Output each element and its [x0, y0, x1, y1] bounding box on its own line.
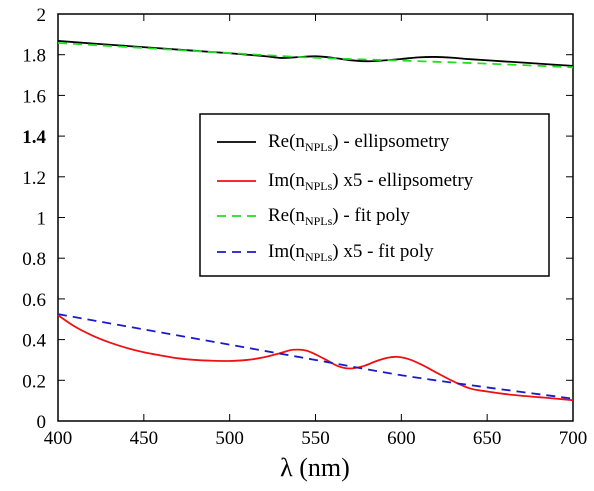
- x-tick-label: 700: [559, 428, 588, 449]
- axis-ticks: 400 450 500 550 600 650 700 0 0.2 0.4 0.6 0.8 1 1.2 1.…: [22, 5, 587, 449]
- legend-label: Re(nNPLs) - fit poly: [268, 205, 410, 228]
- y-tick-label: 1.2: [22, 168, 46, 189]
- x-axis-label: λ (nm): [280, 453, 350, 482]
- x-tick-label: 650: [473, 428, 502, 449]
- y-tick-label: 0.4: [22, 331, 46, 352]
- y-tick-label: 2: [37, 5, 47, 26]
- y-tick-label: 0: [37, 412, 47, 433]
- series-im-fit-poly: [57, 313, 574, 400]
- x-tick-label: 400: [44, 428, 73, 449]
- x-tick-label: 550: [301, 428, 330, 449]
- legend-label: Im(nNPLs) x5 - fit poly: [268, 241, 434, 264]
- y-tick-label: 1.4: [22, 127, 46, 148]
- x-tick-label: 600: [387, 428, 416, 449]
- legend: Re(nNPLs) - ellipsometry Im(nNPLs) x5 - e…: [199, 113, 550, 277]
- x-tick-label: 450: [130, 428, 159, 449]
- y-tick-label: 0.6: [22, 290, 46, 311]
- legend-label: Im(nNPLs) x5 - ellipsometry: [268, 170, 474, 193]
- y-tick-label: 1: [37, 209, 47, 230]
- x-tick-label: 500: [215, 428, 244, 449]
- series-re-fit-poly: [57, 41, 574, 69]
- legend-label: Re(nNPLs) - ellipsometry: [268, 131, 450, 154]
- legend-box: [199, 113, 550, 277]
- series-layer: [57, 39, 574, 402]
- y-tick-label: 1.8: [22, 46, 46, 67]
- y-tick-label: 0.2: [22, 371, 46, 392]
- y-tick-label: 1.6: [22, 86, 46, 107]
- y-tick-label: 0.8: [22, 249, 46, 270]
